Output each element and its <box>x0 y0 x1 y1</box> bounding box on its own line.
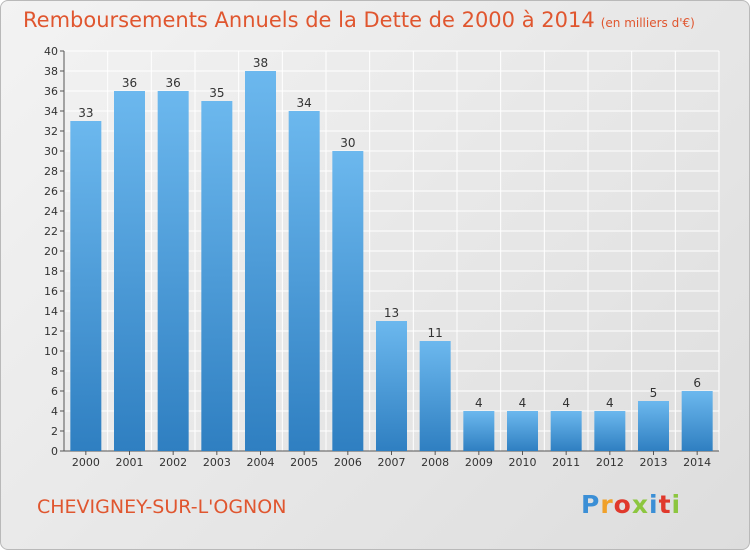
x-tick-label: 2000 <box>72 456 100 469</box>
y-tick-label: 16 <box>44 285 58 298</box>
x-tick-label: 2005 <box>290 456 318 469</box>
data-label: 38 <box>253 56 268 70</box>
chart-subtitle: (en milliers d'€) <box>600 16 695 30</box>
axes: 0246810121416182022242628303234363840200… <box>44 45 719 469</box>
data-label: 33 <box>78 106 93 120</box>
y-tick-label: 12 <box>44 325 58 338</box>
x-tick-label: 2009 <box>465 456 493 469</box>
y-tick-label: 4 <box>51 405 58 418</box>
labels: 33 36 36 35 38 34 30 13 11 4 4 4 4 5 6 <box>78 56 701 410</box>
x-tick-label: 2002 <box>159 456 187 469</box>
data-label: 11 <box>428 326 443 340</box>
commune-name: CHEVIGNEY-SUR-L'OGNON <box>37 496 287 518</box>
data-label: 6 <box>693 376 701 390</box>
bar <box>114 91 145 451</box>
bar <box>201 101 233 451</box>
y-tick-label: 14 <box>44 305 58 318</box>
data-label: 5 <box>650 386 658 400</box>
y-tick-label: 28 <box>44 165 58 178</box>
x-tick-label: 2003 <box>203 456 231 469</box>
x-tick-label: 2010 <box>509 456 537 469</box>
x-tick-label: 2014 <box>683 456 711 469</box>
data-label: 35 <box>209 86 224 100</box>
y-tick-label: 22 <box>44 225 58 238</box>
y-tick-label: 26 <box>44 185 58 198</box>
y-tick-label: 24 <box>44 205 58 218</box>
x-tick-label: 2011 <box>552 456 580 469</box>
data-label: 4 <box>475 396 483 410</box>
x-tick-label: 2012 <box>596 456 624 469</box>
y-tick-label: 40 <box>44 45 58 58</box>
x-tick-label: 2013 <box>640 456 668 469</box>
y-tick-label: 18 <box>44 265 58 278</box>
bar <box>245 71 276 451</box>
bar <box>681 391 713 451</box>
bar <box>419 341 451 451</box>
data-label: 4 <box>519 396 527 410</box>
logo-letter: t <box>658 490 672 519</box>
x-tick-label: 2008 <box>421 456 449 469</box>
logo-letter: i <box>649 490 659 519</box>
data-label: 36 <box>122 76 137 90</box>
bar <box>594 411 626 451</box>
logo-letter: P <box>581 490 601 519</box>
y-tick-label: 2 <box>51 425 58 438</box>
bar <box>638 401 669 451</box>
logo-letter: i <box>671 490 682 519</box>
bar <box>507 411 538 451</box>
x-tick-label: 2007 <box>378 456 406 469</box>
bar <box>463 411 495 451</box>
data-label: 4 <box>562 396 570 410</box>
chart-title-text: Remboursements Annuels de la Dette de 20… <box>23 8 595 32</box>
bar <box>70 121 102 451</box>
chart-title: Remboursements Annuels de la Dette de 20… <box>23 8 695 32</box>
x-tick-label: 2006 <box>334 456 362 469</box>
data-label: 13 <box>384 306 399 320</box>
logo-letter: r <box>600 490 614 519</box>
y-tick-label: 38 <box>44 65 58 78</box>
logo-letter: x <box>631 490 649 519</box>
proxiti-logo: Proxiti <box>581 490 681 519</box>
x-tick-label: 2004 <box>247 456 275 469</box>
data-label: 34 <box>297 96 312 110</box>
bar <box>157 91 189 451</box>
y-tick-label: 10 <box>44 345 58 358</box>
data-label: 30 <box>340 136 355 150</box>
data-label: 4 <box>606 396 614 410</box>
y-tick-label: 36 <box>44 85 58 98</box>
bar <box>288 111 320 451</box>
bar <box>376 321 407 451</box>
logo-letter: o <box>613 490 632 519</box>
y-tick-label: 6 <box>51 385 58 398</box>
bar <box>332 151 364 451</box>
y-tick-label: 32 <box>44 125 58 138</box>
y-tick-label: 8 <box>51 365 58 378</box>
y-tick-label: 20 <box>44 245 58 258</box>
bar <box>550 411 582 451</box>
bars <box>70 71 713 451</box>
y-tick-label: 0 <box>51 445 58 458</box>
x-tick-label: 2001 <box>116 456 144 469</box>
data-label: 36 <box>166 76 181 90</box>
y-tick-label: 30 <box>44 145 58 158</box>
y-tick-label: 34 <box>44 105 58 118</box>
